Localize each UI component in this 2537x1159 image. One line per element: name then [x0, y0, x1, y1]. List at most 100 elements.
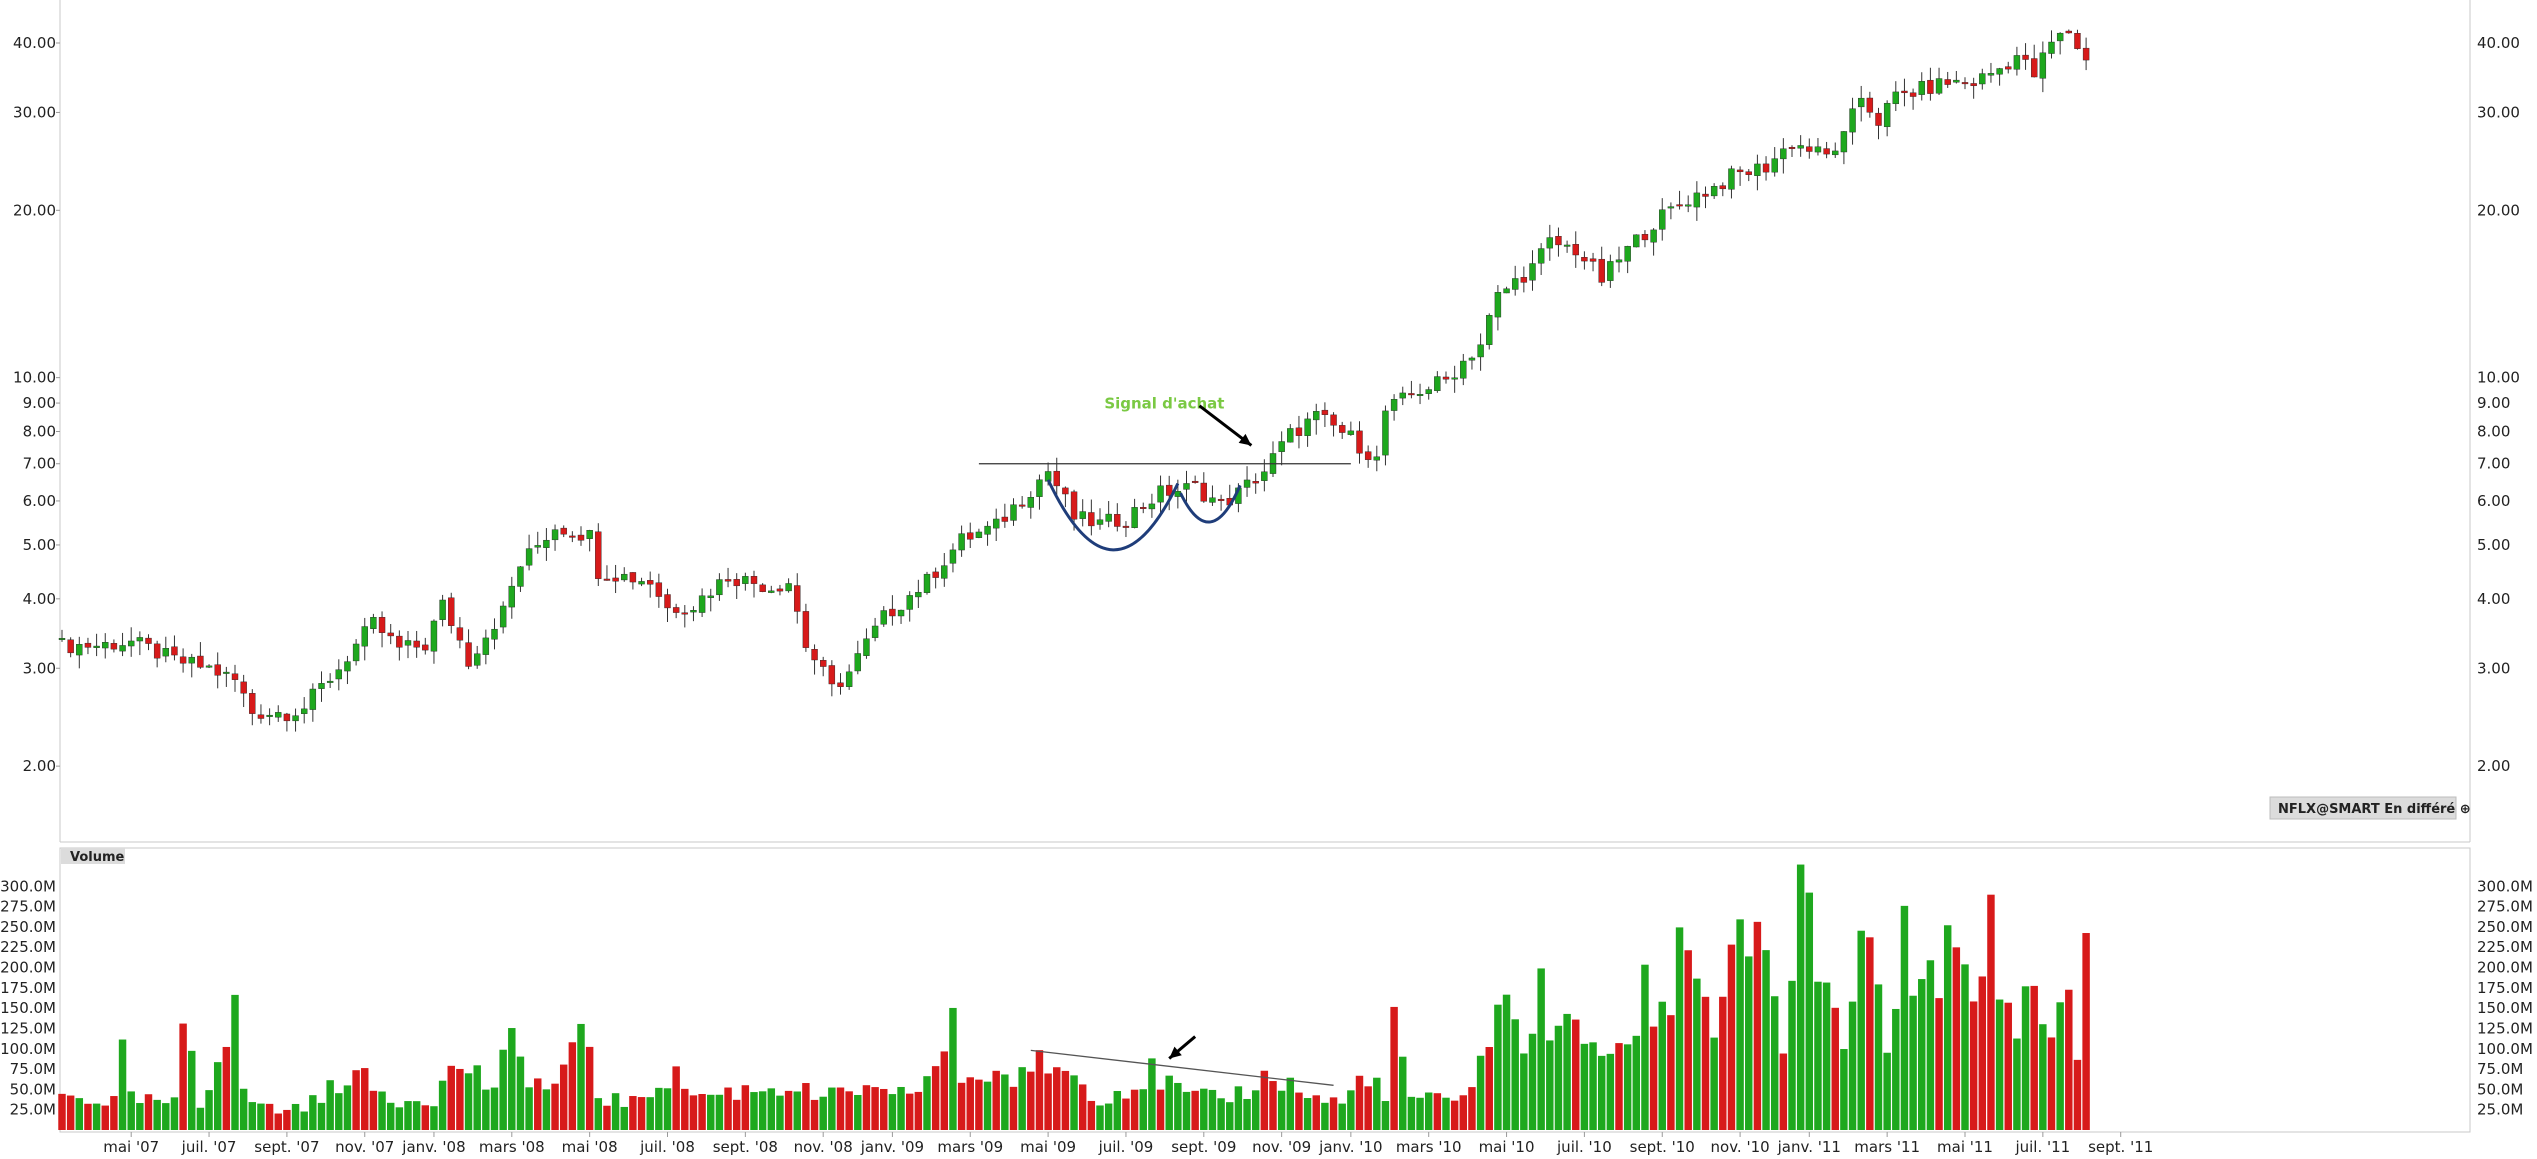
- candle-body: [967, 532, 974, 540]
- date-tick-label: mai '10: [1479, 1138, 1535, 1156]
- volume-bar: [309, 1095, 317, 1130]
- candle-body: [344, 661, 351, 672]
- candle-body: [188, 656, 195, 664]
- candle-body: [1408, 393, 1415, 396]
- candle-body: [1823, 148, 1830, 155]
- volume-bar: [1399, 1056, 1407, 1130]
- candle-body: [231, 673, 239, 680]
- volume-bar: [404, 1101, 412, 1130]
- candle-body: [2065, 30, 2073, 34]
- price-tick-label-right: 30.00: [2477, 103, 2520, 121]
- candle-body: [404, 640, 412, 646]
- volume-bar: [940, 1051, 949, 1130]
- candle-body: [1883, 102, 1891, 128]
- volume-bar: [810, 1099, 819, 1130]
- price-tick-label-right: 40.00: [2477, 34, 2520, 52]
- volume-bar: [724, 1087, 732, 1130]
- volume-bar: [1796, 864, 1805, 1130]
- candle-body: [499, 605, 507, 628]
- candle-body: [1546, 237, 1554, 249]
- volume-bar: [2056, 1002, 2064, 1130]
- candle-body: [1261, 471, 1268, 481]
- volume-bar: [447, 1065, 455, 1130]
- volume-bar: [1502, 994, 1511, 1130]
- price-tick-label-left: 30.00: [13, 103, 56, 121]
- date-tick-label: nov. '10: [1711, 1138, 1770, 1156]
- volume-bar: [1243, 1098, 1251, 1130]
- volume-bar: [966, 1077, 974, 1130]
- volume-tick-label-left: 300.0M: [0, 877, 56, 895]
- candle-body: [474, 653, 481, 666]
- price-tick-label-left: 7.00: [23, 455, 56, 473]
- volume-bar: [1001, 1074, 1009, 1130]
- candle-body: [491, 628, 498, 640]
- candle-body: [439, 599, 446, 620]
- volume-tick-label-right: 100.0M: [2477, 1040, 2533, 1058]
- candle-body: [759, 584, 766, 592]
- volume-bar: [542, 1089, 551, 1130]
- candle-body: [1857, 97, 1865, 108]
- volume-bar: [118, 1039, 127, 1130]
- volume-tick-label-left: 175.0M: [0, 979, 56, 997]
- volume-bar: [1269, 1081, 1277, 1130]
- volume-bar: [1070, 1075, 1078, 1130]
- price-tick-label-right: 8.00: [2477, 423, 2510, 441]
- candle-body: [1581, 257, 1588, 262]
- volume-bar: [1935, 998, 1943, 1130]
- candle-body: [716, 579, 723, 596]
- candle-body: [993, 518, 1000, 529]
- volume-bar: [629, 1096, 637, 1130]
- volume-bar: [2004, 1002, 2012, 1130]
- candle-body: [828, 665, 836, 685]
- date-tick-label: mai '09: [1020, 1138, 1076, 1156]
- volume-bar: [58, 1093, 66, 1130]
- candle-body: [854, 653, 861, 672]
- candle-body: [603, 578, 611, 581]
- volume-bar: [854, 1094, 862, 1130]
- volume-bar: [283, 1109, 291, 1130]
- volume-bar: [1338, 1103, 1346, 1130]
- candle-body: [941, 565, 948, 579]
- volume-bar: [663, 1088, 672, 1130]
- candle-body: [543, 539, 550, 548]
- candle-body: [560, 527, 567, 535]
- volume-bar: [1433, 1093, 1442, 1130]
- candle-body: [127, 640, 135, 647]
- volume-bar: [1139, 1089, 1147, 1130]
- volume-bar: [1113, 1091, 1122, 1130]
- volume-bar: [1468, 1087, 1476, 1130]
- candle-body: [1840, 131, 1848, 153]
- candle-body: [1390, 399, 1398, 411]
- candle-body: [698, 595, 706, 613]
- volume-bar: [1701, 996, 1710, 1130]
- date-tick-label: janv. '09: [860, 1138, 924, 1156]
- volume-bar: [992, 1070, 1000, 1130]
- volume-tick-label-right: 125.0M: [2477, 1019, 2533, 1037]
- candle-body: [871, 625, 879, 638]
- price-tick-label-right: 9.00: [2477, 394, 2510, 412]
- candle-body: [577, 534, 585, 541]
- volume-bar: [975, 1079, 983, 1130]
- candle-body: [1209, 497, 1216, 503]
- candle-body: [1036, 479, 1043, 497]
- candle-body: [880, 610, 887, 625]
- volume-bar: [1987, 894, 1995, 1130]
- candle-body: [102, 642, 109, 649]
- volume-bar: [577, 1023, 585, 1130]
- volume-bar: [655, 1087, 663, 1130]
- candle-body: [551, 529, 559, 541]
- volume-bar: [793, 1091, 801, 1130]
- volume-bar: [162, 1103, 170, 1130]
- candle-body: [1183, 483, 1190, 490]
- candle-body: [2030, 58, 2038, 78]
- candle-body: [1892, 91, 1900, 105]
- volume-bar: [1918, 979, 1926, 1130]
- candle-body: [906, 595, 913, 610]
- volume-bar: [196, 1107, 205, 1130]
- candle-body: [1442, 376, 1450, 380]
- volume-bar: [585, 1046, 594, 1130]
- volume-tick-label-right: 150.0M: [2477, 999, 2533, 1017]
- candle-body: [785, 583, 792, 592]
- volume-bar: [231, 994, 239, 1130]
- volume-tick-label-left: 250.0M: [0, 918, 56, 936]
